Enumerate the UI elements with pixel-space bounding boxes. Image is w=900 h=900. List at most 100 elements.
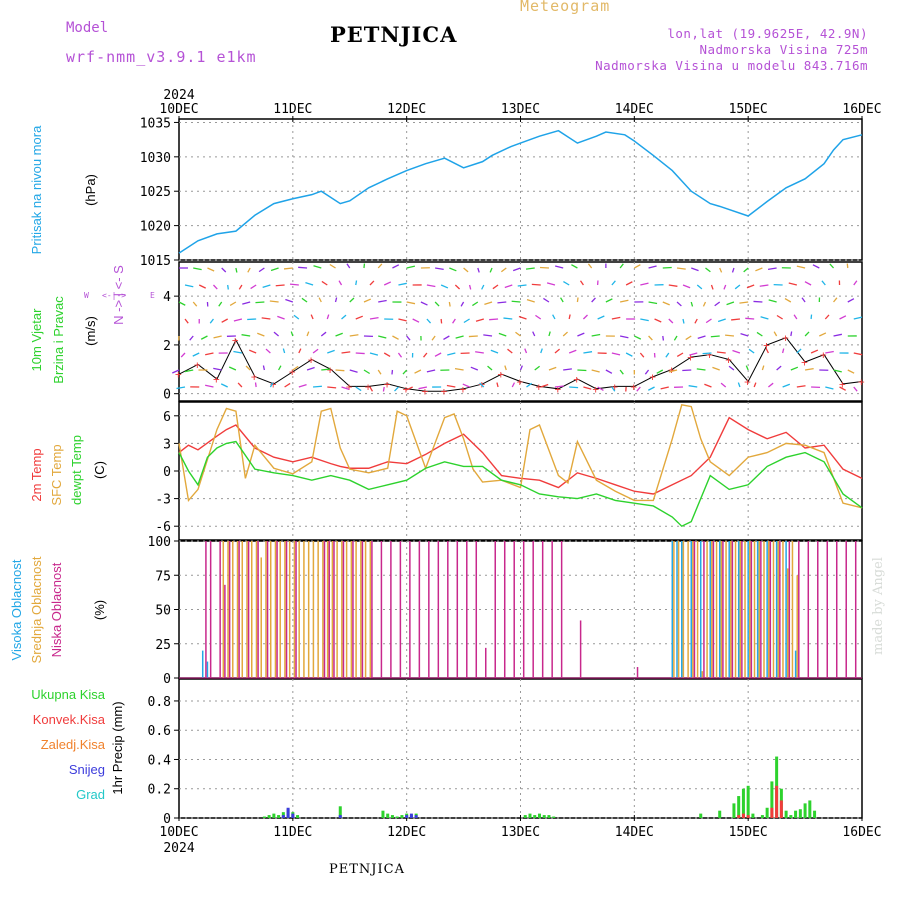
wind-arrow [685,335,692,341]
wind-arrow [833,297,838,303]
wind-arrow [644,369,650,375]
wind-arrow [477,267,480,273]
precip-total-bar [794,810,798,818]
wind-arrow [591,333,601,337]
compass-east: E [150,291,155,300]
wind-arrow [405,386,413,391]
precip-legend-label: Snijeg [69,762,105,777]
temp-legend-label: dewpt Temp [69,435,84,505]
wind-arrow [688,385,698,388]
wind-arrow [184,318,189,324]
precip-total-bar [798,809,802,818]
wind-arrow [313,385,322,388]
x-tick-label-top: 10DEC [159,102,198,117]
wind-arrow [554,385,564,388]
wind-arrow [462,383,470,388]
wind-arrow [605,369,613,374]
wind-arrow [443,335,450,340]
wind-arrow [221,267,227,273]
wind-speed-marker: + [820,349,827,362]
wind-arrow [349,369,358,373]
wind-arrow [472,301,479,307]
wind-arrow [250,284,257,290]
wind-arrow [369,280,375,286]
wind-arrow [562,331,568,337]
wind-arrow [198,284,206,289]
precip-total-bar [296,815,300,818]
x-tick-label-top: 13DEC [501,102,540,117]
wind-arrow [702,301,707,307]
wind-arrow [275,284,285,287]
wind-arrow [656,369,664,374]
wind-arrow [853,352,863,356]
wind-arrow [261,317,271,320]
wind-arrow [228,366,237,371]
y-tick-label: 25 [155,638,171,653]
wind-unit: (m/s) [83,316,98,346]
wind-arrow [833,333,843,337]
precip-total-bar [523,815,527,818]
wind-arrow [318,297,322,303]
wind-arrow [839,386,846,391]
wind-arrow [406,335,411,341]
wind-arrow [262,365,266,371]
y-tick-label: 0 [163,812,171,827]
precip-total-bar [547,815,551,818]
wind-arrow [500,267,507,273]
wind-speed-marker: + [346,380,353,393]
wind-arrow [327,386,337,389]
wind-arrow [349,297,355,303]
wind-arrow [576,297,579,303]
wind-speed-marker: + [535,380,542,393]
wind-arrow [740,332,749,337]
wind-arrow [648,301,658,305]
wind-arrow [705,267,711,273]
wind-arrow [398,318,407,322]
wind-arrow [682,284,691,289]
precip-total-bar [784,810,788,818]
wind-speed-marker: + [611,380,618,393]
wind-speed-marker: + [554,383,561,396]
precip-convective-bar [741,813,745,818]
wind-arrow [753,382,757,388]
wind-speed-marker: + [194,358,201,371]
wind-arrow [634,335,642,340]
wind-arrow [654,318,662,323]
precip-total-bar [272,813,276,818]
wind-arrow [446,384,456,388]
y-tick-label: 75 [155,569,171,584]
wind-arrow [796,348,802,354]
wind-arrow [212,284,218,290]
wind-arrow [568,314,571,320]
wind-arrow [289,283,299,286]
x-tick-label-top: 15DEC [729,102,768,117]
wind-arrow [745,317,755,320]
wind-arrow [782,383,791,388]
precip-total-bar [803,803,807,818]
wind-arrow [540,348,543,354]
wind-speed-marker: + [725,354,732,367]
wind-arrow [801,297,806,303]
wind-arrow [369,386,374,392]
wind-arrow [335,369,345,372]
wind-speed-marker: + [744,375,751,388]
y-tick-label: 0 [163,388,171,403]
wind-arrow [235,267,238,273]
precip-convective-bar [770,807,774,818]
wind-speed-marker: + [706,349,713,362]
wind-arrow [440,284,449,289]
precip-total-bar [699,813,703,818]
wind-arrow [184,284,194,288]
wind-arrow [265,348,271,354]
wind-arrow [810,349,819,354]
precip-snow-bar [338,815,342,818]
wind-arrow [829,263,835,269]
wind-arrow [277,315,285,320]
precip-total-bar [746,785,750,818]
wind-speed-marker: + [649,371,656,384]
wind-arrow [569,386,579,389]
wind-arrow [487,365,493,371]
wind-arrow [273,331,280,337]
precip-total-bar [338,806,342,818]
wind-arrow [781,348,785,354]
